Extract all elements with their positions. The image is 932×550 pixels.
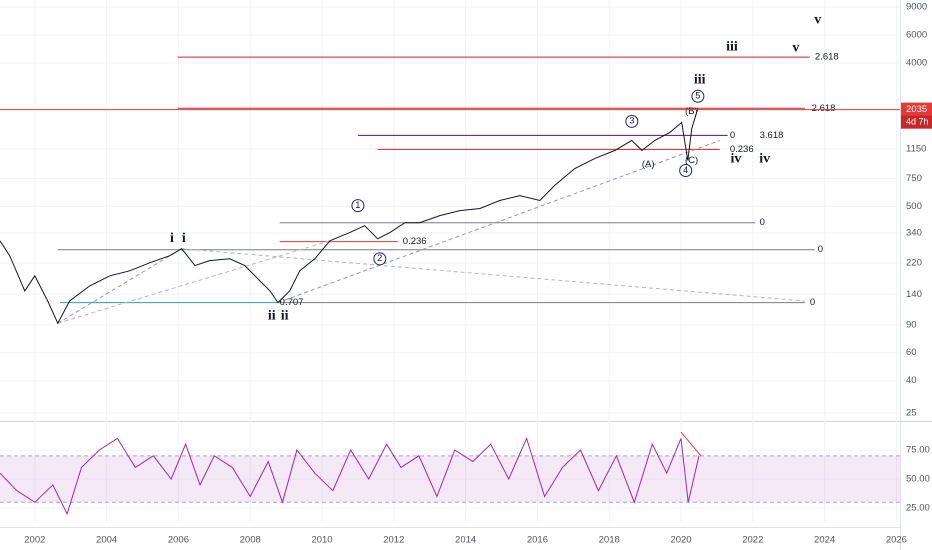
wave-label: v [792, 40, 799, 55]
x-tick-label: 2006 [168, 535, 189, 546]
trendline [181, 248, 805, 302]
x-tick-label: 2014 [455, 535, 476, 546]
y-tick-label: 1150 [906, 143, 926, 154]
x-tick-label: 2020 [670, 535, 691, 546]
level-label: 3.618 [760, 130, 784, 141]
y-tick-label: 6000 [906, 30, 927, 41]
rsi-line [0, 436, 700, 516]
wave-label: v [814, 12, 821, 27]
level-label: 0.236 [403, 236, 427, 247]
wave-circle [679, 163, 693, 177]
trendline [277, 139, 720, 304]
x-tick-label: 2016 [527, 535, 548, 546]
x-tick-label: 2008 [240, 535, 261, 546]
level-label: 0 [810, 297, 815, 308]
level-label: 2.618 [812, 103, 836, 114]
countdown-label: 4d 7h [906, 116, 929, 126]
countdown-box [901, 115, 932, 129]
wave-label: i [182, 231, 186, 246]
y-tick-label: 750 [906, 173, 922, 184]
wave-label: 3 [629, 116, 634, 126]
x-tick-label: 2022 [742, 535, 763, 546]
level-label: 0 [760, 217, 765, 228]
level-label: 0.707 [280, 297, 304, 308]
level-label: 0 [818, 244, 823, 255]
level-label: (B) [685, 106, 698, 117]
x-tick-label: 2012 [383, 535, 404, 546]
wave-label: ii [281, 308, 289, 323]
wave-circle [625, 114, 639, 128]
y-tick-label: 25.00 [906, 503, 930, 514]
wave-label: iii [694, 72, 706, 87]
wave-label: 2 [377, 253, 382, 263]
x-tick-label: 2024 [814, 535, 835, 546]
wave-label: 5 [695, 91, 700, 101]
trendline [57, 240, 331, 324]
y-tick-label: 40 [906, 375, 917, 386]
wave-circle [373, 252, 387, 266]
y-tick-label: 25 [906, 408, 917, 419]
y-tick-label: 50.00 [906, 474, 930, 485]
last-price-label: 2035 [906, 104, 927, 115]
wave-label: iii [726, 39, 738, 54]
y-tick-label: 340 [906, 228, 922, 239]
y-tick-label: 4000 [906, 57, 927, 68]
trendline [57, 248, 182, 324]
y-tick-label: 500 [906, 201, 922, 212]
wave-label: 1 [355, 200, 360, 210]
level-label: 0.236 [730, 144, 754, 155]
x-tick-label: 2026 [886, 535, 907, 546]
wave-label: iv [759, 152, 770, 167]
wave-circle [691, 89, 705, 103]
y-tick-label: 75.00 [906, 445, 930, 456]
wave-label: ii [268, 308, 276, 323]
x-tick-label: 2004 [96, 535, 117, 546]
x-tick-label: 2018 [599, 535, 620, 546]
wave-label: iv [730, 152, 741, 167]
level-label: (A) [642, 159, 655, 170]
price-line [0, 108, 699, 325]
y-tick-label: 90 [906, 319, 917, 330]
wave-label: 4 [683, 165, 688, 175]
wave-circle [351, 199, 365, 213]
rsi-trendline [680, 431, 702, 457]
y-tick-label: 220 [906, 258, 922, 269]
y-tick-label: 60 [906, 347, 917, 358]
level-label: (C) [685, 155, 698, 166]
level-label: 0 [730, 130, 735, 141]
wave-label: i [170, 231, 174, 246]
y-tick-label: 140 [906, 289, 922, 300]
level-label: 2.618 [815, 52, 839, 63]
x-tick-label: 2010 [311, 535, 332, 546]
x-tick-label: 2002 [24, 535, 45, 546]
y-tick-label: 9000 [906, 2, 927, 13]
